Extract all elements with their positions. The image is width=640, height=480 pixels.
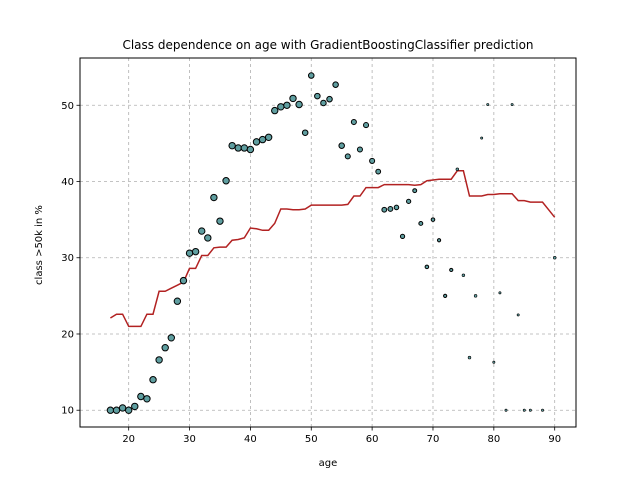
data-point [234,144,242,152]
data-point [528,408,532,412]
y-tick-label: 40 [61,177,74,188]
data-point [228,141,236,150]
grid [80,58,576,427]
axes-frame [79,57,577,428]
data-point [553,256,557,260]
data-point [289,94,297,103]
data-point [240,144,249,152]
data-point [369,157,376,164]
data-point [161,344,169,352]
y-tick-label: 30 [61,253,74,264]
data-point [185,249,194,257]
data-point [467,355,472,360]
data-point [504,408,508,412]
x-tick-label: 40 [244,434,257,445]
data-point [131,402,139,411]
data-point [443,293,448,298]
data-point [179,276,188,285]
data-point [124,406,133,414]
data-point [399,233,406,240]
data-point [418,220,424,226]
data-point [252,138,261,146]
y-tick-label: 10 [61,406,74,417]
data-point [430,217,436,222]
data-point [271,106,279,115]
data-point [486,103,490,106]
x-tick-label: 30 [183,434,196,445]
data-point [326,95,333,103]
data-point [277,103,285,111]
data-point [264,133,273,141]
data-point [455,167,460,171]
data-point [210,193,218,202]
data-point [106,406,115,414]
x-tick-label: 50 [305,434,318,445]
y-axis-label: class >50k in % [34,205,45,285]
data-point [137,392,145,401]
data-point [344,153,351,160]
data-point [216,217,224,225]
data-point [498,291,502,295]
data-point [314,92,321,100]
data-point [473,294,478,298]
data-point [246,145,255,154]
data-point [295,100,303,109]
data-point [118,404,127,412]
data-point [480,136,484,140]
data-point [406,198,412,204]
x-axis-label: age [319,458,338,469]
data-point [541,408,544,412]
data-point [387,206,394,212]
data-point [492,360,496,364]
data-point [283,101,291,109]
data-point [112,406,121,414]
y-tick-label: 50 [61,101,74,112]
chart-title: Class dependence on age with GradientBoo… [122,38,533,52]
data-point [393,204,400,211]
data-point [204,234,212,242]
data-point [522,408,526,412]
ticks: 20 30 40 50 60 70 80 90 10 20 30 40 50 [61,101,561,445]
data-point [198,227,206,235]
data-point [516,313,520,317]
data-point [510,103,514,106]
data-point [307,72,315,79]
x-tick-label: 90 [548,434,561,445]
data-point [350,119,357,126]
data-point [412,188,418,194]
data-point [363,122,370,129]
data-point [167,334,175,342]
x-tick-label: 20 [122,434,135,445]
data-points-layer [106,72,557,414]
data-point [155,356,163,364]
data-point [436,238,442,243]
data-point [143,395,151,403]
data-point [320,99,327,107]
data-point [375,168,382,175]
data-point [424,264,430,270]
data-point [222,177,230,185]
x-tick-label: 60 [366,434,379,445]
data-point [301,129,309,136]
x-tick-label: 80 [487,434,500,445]
data-point [381,206,388,213]
data-point [173,297,182,305]
data-point [449,267,454,273]
data-point [338,142,345,149]
data-point [461,273,466,277]
y-tick-label: 20 [61,329,74,340]
data-point [258,135,267,144]
x-tick-label: 70 [427,434,440,445]
data-point [356,146,363,153]
data-point [332,81,339,88]
data-point [191,247,200,256]
data-point [149,376,157,384]
